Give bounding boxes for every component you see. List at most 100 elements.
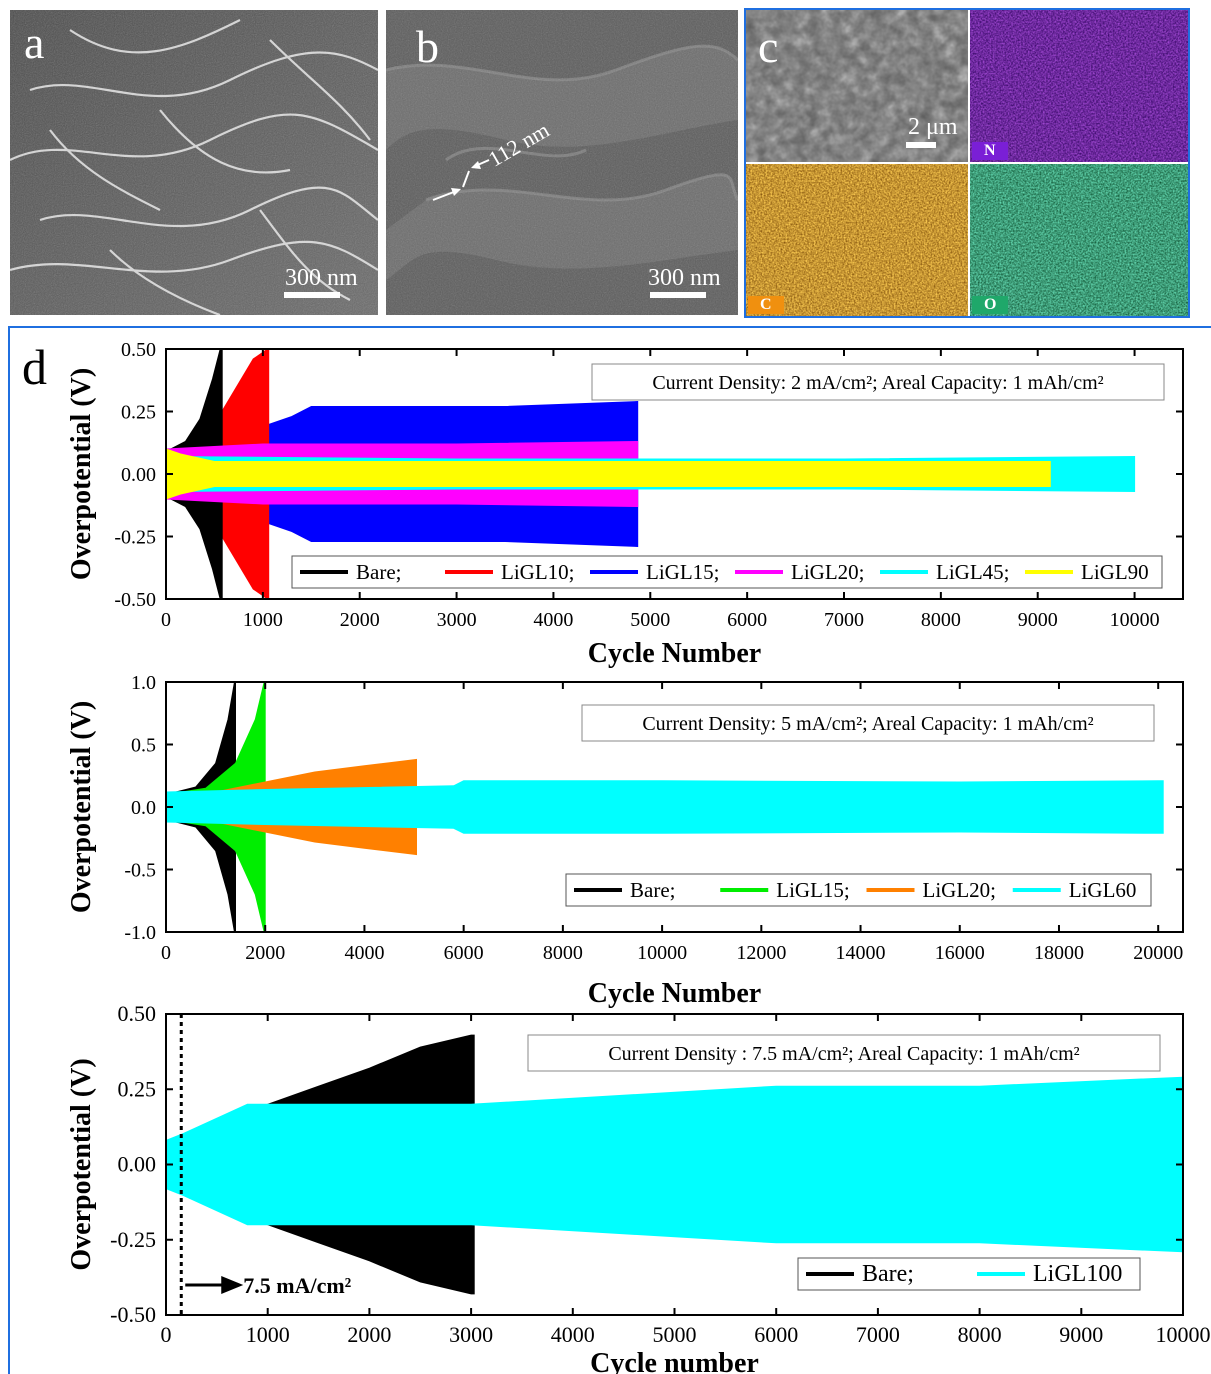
scale-bar-a: [284, 292, 340, 298]
legend-label: Bare;: [862, 1261, 914, 1287]
scale-label-a: 300 nm: [285, 265, 358, 291]
cycling-panel: d 0 1000 2000 3000 4000 5000 6000 7000 8000 9000 1…: [8, 326, 1211, 1374]
y-tick-label: 0.25: [118, 1076, 157, 1101]
condition-box: [527, 1034, 1161, 1072]
thickness-arrows: [432, 159, 490, 201]
legend-label: LiGL45;: [936, 560, 1010, 584]
legend-label: LiGL15;: [776, 878, 850, 902]
x-axis-label: Cycle Number: [588, 978, 761, 1009]
x-tick-label: 6000: [727, 609, 767, 631]
series-band-ligl100: [166, 1076, 1183, 1253]
x-tick-label: 9000: [1018, 609, 1058, 631]
legend-label: LiGL15;: [646, 560, 720, 584]
scale-bar-c: [906, 142, 936, 148]
x-tick-label: 4000: [344, 942, 384, 964]
y-tick-label: -0.5: [124, 860, 156, 882]
chart-3: 0 1000 2000 3000 4000 5000 6000 7000 8000 9000 100…: [66, 1001, 1211, 1374]
y-tick-label: -0.50: [114, 589, 156, 611]
condition-box: [581, 704, 1155, 742]
sem-texture-a: [10, 10, 378, 315]
x-tick-label: 4000: [533, 609, 573, 631]
x-tick-label: 9000: [1059, 1322, 1103, 1347]
rate-arrow-head: [221, 1276, 244, 1294]
y-tick-label: 1.0: [131, 672, 156, 694]
x-tick-label: 10000: [637, 942, 687, 964]
legend-label: Bare;: [356, 560, 401, 584]
x-tick-label: 10000: [1156, 1322, 1211, 1347]
panel-letter-b: b: [416, 21, 439, 72]
y-axis-label: Overpotential (V): [66, 368, 97, 580]
panel-letter-a: a: [24, 17, 45, 68]
legend: [797, 1257, 1141, 1291]
condition-box: [591, 363, 1165, 401]
y-tick-label: -1.0: [124, 922, 156, 944]
x-tick-label: 7000: [856, 1322, 900, 1347]
cycling-charts: 0 1000 2000 3000 4000 5000 6000 7000 8000 9000 100…: [66, 339, 1211, 1374]
x-tick-label: 18000: [1034, 942, 1084, 964]
y-tick-label: 0.25: [121, 402, 156, 424]
chart-3-series: [166, 1034, 1183, 1295]
x-tick-label: 2000: [347, 1322, 391, 1347]
x-tick-label: 5000: [653, 1322, 697, 1347]
y-axis-label: Overpotential (V): [66, 701, 97, 913]
x-tick-label: 20000: [1133, 942, 1183, 964]
x-tick-label: 4000: [551, 1322, 595, 1347]
x-tick-label: 3000: [449, 1322, 493, 1347]
condition-text: Current Density: 5 mA/cm²; Areal Capacit…: [642, 713, 1093, 735]
eds-map-n: N: [970, 10, 1188, 162]
x-tick-label: 6000: [754, 1322, 798, 1347]
panel-letter-c: c: [758, 21, 779, 72]
eds-tag-c: C: [748, 296, 784, 314]
series-band-ligl90: [166, 448, 1051, 500]
sem-image-a: a 300 nm: [10, 10, 378, 315]
y-tick-label: 0.50: [121, 339, 156, 361]
legend: [291, 555, 1163, 589]
chart-1: 0 1000 2000 3000 4000 5000 6000 7000 8000 9000 100…: [66, 339, 1184, 669]
sem-image-b: b 112 nm 300 nm: [386, 10, 738, 315]
legend-label: LiGL20;: [791, 560, 865, 584]
y-tick-label: -0.25: [110, 1227, 156, 1252]
rate-arrow-label: 7.5 mA/cm²: [243, 1273, 351, 1298]
eds-map-o: O: [970, 164, 1188, 316]
x-tick-label: 16000: [935, 942, 985, 964]
legend-label: LiGL100: [1033, 1261, 1122, 1287]
eds-mapping-panel: c 2 μm N C O: [744, 8, 1190, 318]
eds-map-c: C: [746, 164, 968, 316]
x-axis-label: Cycle number: [590, 1348, 759, 1374]
x-tick-label: 6000: [444, 942, 484, 964]
x-axis-label: Cycle Number: [588, 638, 761, 669]
y-tick-label: 0.0: [131, 797, 156, 819]
condition-text: Current Density : 7.5 mA/cm²; Areal Capa…: [608, 1043, 1079, 1065]
eds-tag-o: O: [972, 296, 1009, 314]
x-tick-label: 10000: [1110, 609, 1160, 631]
x-tick-label: 1000: [246, 1322, 290, 1347]
y-tick-label: 0.00: [118, 1152, 157, 1177]
scale-bar-b: [650, 292, 706, 298]
legend-label: LiGL90: [1081, 560, 1149, 584]
scale-label-b: 300 nm: [648, 265, 721, 291]
y-tick-label: -0.25: [114, 527, 156, 549]
x-tick-label: 7000: [824, 609, 864, 631]
x-tick-label: 3000: [437, 609, 477, 631]
y-tick-label: 0.50: [118, 1001, 157, 1026]
legend-label: Bare;: [630, 878, 675, 902]
x-tick-label: 12000: [736, 942, 786, 964]
x-tick-label: 2000: [245, 942, 285, 964]
chart-1-series: [166, 349, 1136, 599]
y-axis-label: Overpotential (V): [66, 1058, 97, 1270]
legend-label: LiGL60: [1069, 878, 1137, 902]
condition-text: Current Density: 2 mA/cm²; Areal Capacit…: [652, 372, 1103, 394]
y-tick-label: 0.5: [131, 735, 156, 757]
sem-image-c: c 2 μm: [746, 10, 968, 162]
panel-letter-d: d: [22, 339, 47, 395]
x-tick-label: 8000: [543, 942, 583, 964]
scale-label-c: 2 μm: [908, 114, 958, 140]
x-tick-label: 8000: [921, 609, 961, 631]
x-tick-label: 2000: [340, 609, 380, 631]
y-tick-label: -0.50: [110, 1302, 156, 1327]
x-tick-label: 0: [161, 609, 171, 631]
legend-label: LiGL20;: [923, 878, 997, 902]
legend-label: LiGL10;: [501, 560, 575, 584]
sem-texture-b: [386, 10, 738, 315]
y-tick-label: 0.00: [121, 464, 156, 486]
